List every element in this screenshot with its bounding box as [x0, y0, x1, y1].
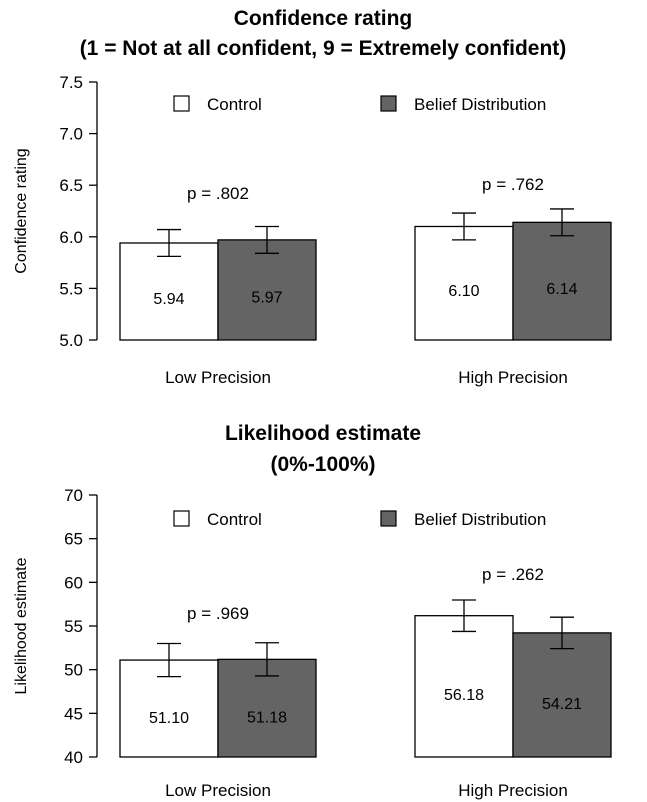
- data-label: 56.18: [444, 687, 484, 704]
- legend-swatch-control: [173, 95, 190, 112]
- chart-1: Confidence rating (1 = Not at all confide…: [13, 7, 612, 387]
- p-value-annotation: p = .969: [187, 604, 249, 623]
- y-tick-label: 55: [64, 617, 83, 636]
- legend-label: Control: [207, 95, 262, 114]
- bar-belief-distribution-high: [512, 221, 612, 341]
- bar-control-low: [119, 242, 219, 341]
- y-axis-label: Likelihood estimate: [13, 557, 30, 694]
- y-tick-label: 6.0: [59, 228, 83, 247]
- x-category-label: High Precision: [458, 781, 568, 800]
- chart-title: Likelihood estimate: [225, 422, 421, 445]
- x-category-label: Low Precision: [165, 781, 271, 800]
- p-value-annotation: p = .802: [187, 184, 249, 203]
- bar-belief-distribution-low: [217, 239, 317, 341]
- y-tick-label: 7.5: [59, 73, 83, 92]
- data-label: 51.18: [247, 709, 287, 726]
- legend-swatch-belief-distribution: [380, 95, 397, 112]
- data-label: 51.10: [149, 710, 189, 727]
- legend-swatch-control: [173, 510, 190, 527]
- y-tick-label: 6.5: [59, 176, 83, 195]
- bar-control-high: [414, 225, 514, 341]
- legend-label: Belief Distribution: [414, 510, 546, 529]
- bar-control-high: [414, 615, 514, 758]
- data-label: 5.97: [251, 290, 282, 307]
- chart-2: Likelihood estimate (0%-100%) 40 45 50 55 60 65…: [13, 422, 612, 800]
- y-tick-label: 40: [64, 748, 83, 767]
- y-axis-label: Confidence rating: [13, 148, 30, 273]
- x-category-label: High Precision: [458, 368, 568, 387]
- y-tick-label: 60: [64, 573, 83, 592]
- legend-swatch-belief-distribution: [380, 510, 397, 527]
- data-label: 6.14: [546, 281, 577, 298]
- data-label: 5.94: [153, 291, 184, 308]
- x-category-label: Low Precision: [165, 368, 271, 387]
- chart-subtitle: (1 = Not at all confident, 9 = Extremely…: [80, 37, 567, 60]
- y-tick-label: 50: [64, 661, 83, 680]
- legend-label: Belief Distribution: [414, 95, 546, 114]
- p-value-annotation: p = .262: [482, 565, 544, 584]
- y-tick-label: 70: [64, 486, 83, 505]
- data-label: 54.21: [542, 696, 582, 713]
- chart-title: Confidence rating: [234, 7, 413, 30]
- y-tick-label: 45: [64, 704, 83, 723]
- y-tick-label: 5.0: [59, 331, 83, 350]
- data-label: 6.10: [448, 283, 479, 300]
- chart-subtitle: (0%-100%): [270, 453, 375, 476]
- legend-label: Control: [207, 510, 262, 529]
- y-tick-label: 7.0: [59, 125, 83, 144]
- y-tick-label: 65: [64, 530, 83, 549]
- p-value-annotation: p = .762: [482, 175, 544, 194]
- y-tick-label: 5.5: [59, 279, 83, 298]
